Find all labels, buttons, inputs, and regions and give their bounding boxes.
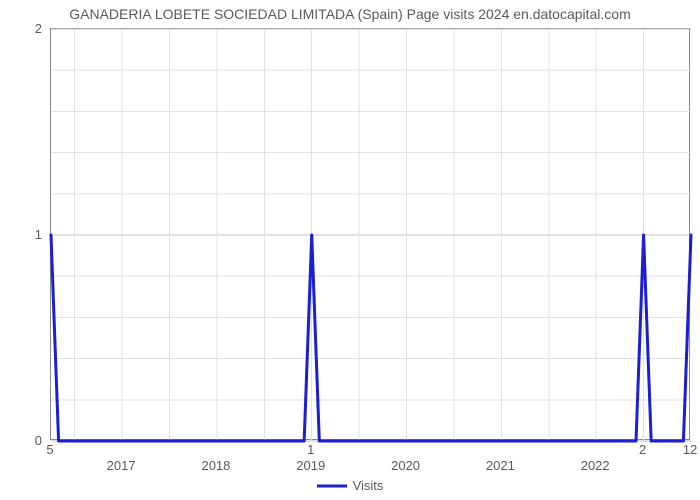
legend: Visits <box>0 478 700 493</box>
data-point-label: 5 <box>46 442 53 457</box>
x-tick-label: 2019 <box>296 458 325 473</box>
chart-title: GANADERIA LOBETE SOCIEDAD LIMITADA (Spai… <box>0 6 700 22</box>
plot-area <box>50 28 690 440</box>
horizontal-gridlines <box>51 29 691 441</box>
legend-label: Visits <box>353 478 384 493</box>
x-tick-label: 2022 <box>581 458 610 473</box>
x-tick-label: 2017 <box>107 458 136 473</box>
x-tick-label: 2018 <box>201 458 230 473</box>
y-tick-label: 1 <box>35 227 42 242</box>
data-point-label: 2 <box>639 442 646 457</box>
x-tick-label: 2021 <box>486 458 515 473</box>
data-point-label: 12 <box>683 442 697 457</box>
y-tick-label: 2 <box>35 21 42 36</box>
x-tick-label: 2020 <box>391 458 420 473</box>
data-point-label: 1 <box>307 442 314 457</box>
y-tick-label: 0 <box>35 433 42 448</box>
plot-svg <box>51 29 691 441</box>
chart-container: { "chart": { "type": "line", "title": "G… <box>0 0 700 500</box>
visits-line <box>51 235 691 441</box>
legend-line-icon <box>317 481 347 491</box>
